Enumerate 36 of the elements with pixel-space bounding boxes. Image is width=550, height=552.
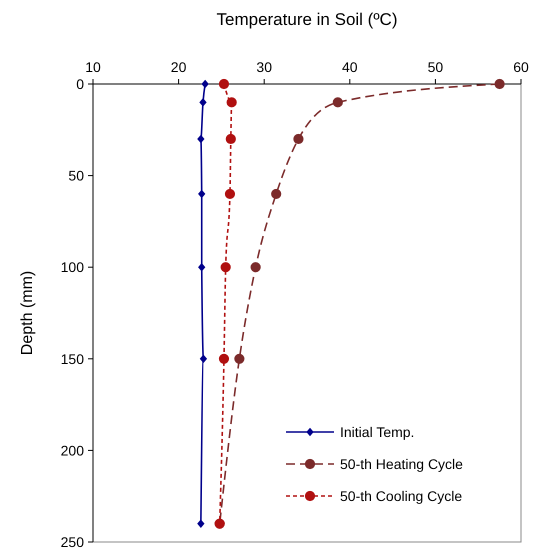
y-tick-label: 0 xyxy=(76,76,84,92)
point xyxy=(198,263,206,272)
point xyxy=(218,354,230,364)
point xyxy=(199,98,206,106)
point xyxy=(234,354,244,364)
x-tick-label: 30 xyxy=(256,59,272,75)
legend-label: 50-th Cooling Cycle xyxy=(340,488,462,504)
point xyxy=(200,354,207,363)
y-axis-title: Depth (mm) xyxy=(19,270,36,356)
point xyxy=(197,520,204,528)
y-tick-label: 100 xyxy=(60,259,84,276)
x-tick-label: 50 xyxy=(428,59,444,75)
y-tick-label: 150 xyxy=(60,350,84,367)
x-axis-title: Temperature in Soil (ºC) xyxy=(216,10,398,29)
y-tick-label: 200 xyxy=(60,442,84,458)
legend-label: 50-th Heating Cycle xyxy=(340,456,464,472)
x-tick-label: 10 xyxy=(85,59,101,75)
y-tick-label: 50 xyxy=(68,168,84,184)
point xyxy=(494,78,505,90)
point xyxy=(226,134,236,144)
point xyxy=(202,80,209,88)
y-tick-label: 250 xyxy=(60,534,84,550)
legend-label: Initial Temp. xyxy=(340,424,414,440)
point xyxy=(226,97,237,108)
x-tick-label: 40 xyxy=(342,59,358,75)
point xyxy=(293,134,304,144)
point xyxy=(218,78,230,90)
point xyxy=(271,188,282,200)
point xyxy=(224,188,236,200)
point xyxy=(332,97,343,108)
point xyxy=(198,190,206,198)
point xyxy=(250,262,261,272)
x-tick-label: 60 xyxy=(513,59,529,75)
point xyxy=(220,262,231,272)
x-tick-label: 20 xyxy=(170,59,187,75)
point xyxy=(197,134,204,143)
